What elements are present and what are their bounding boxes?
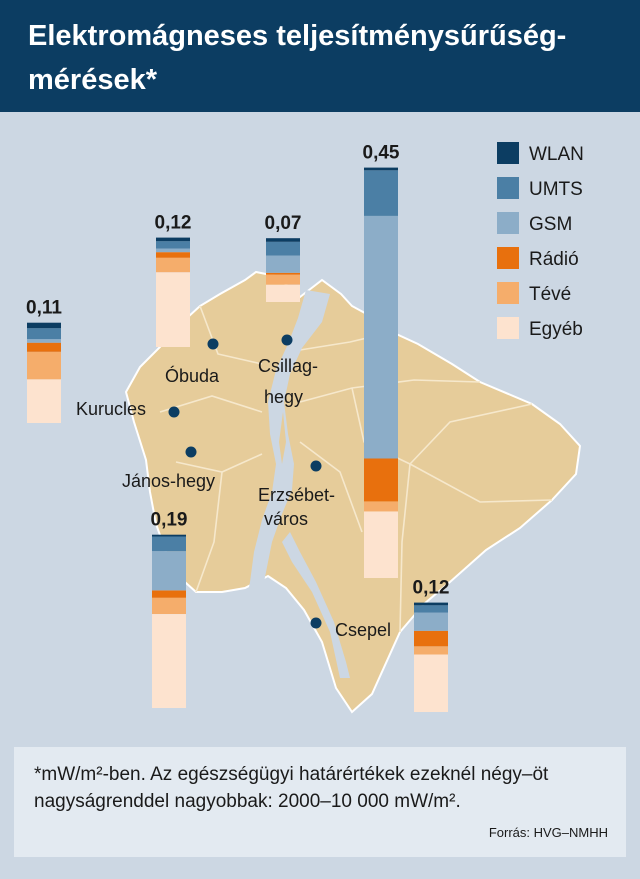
bar-segment-teve bbox=[27, 351, 61, 380]
legend-swatch bbox=[497, 142, 519, 164]
place-label-csillag-hegy: Csillag-hegy bbox=[258, 356, 318, 407]
bar-segment-teve bbox=[156, 257, 190, 273]
header-banner: Elektromágneses teljesítménysűrűség-méré… bbox=[0, 0, 640, 112]
legend-label: WLAN bbox=[529, 144, 584, 165]
bar-segment-radio bbox=[414, 630, 448, 647]
location-dot bbox=[281, 334, 293, 346]
legend-label: Egyéb bbox=[529, 319, 583, 340]
place-label-obuda: Óbuda bbox=[165, 365, 220, 386]
bar-segment-gsm bbox=[152, 551, 186, 591]
legend-swatch bbox=[497, 247, 519, 269]
place-label-janos-hegy: János-hegy bbox=[122, 471, 215, 491]
bar-segment-gsm bbox=[156, 248, 190, 253]
bar-segment-radio bbox=[156, 252, 190, 258]
legend: WLAN UMTS GSM Rádió Tévé Egyéb bbox=[497, 142, 584, 340]
bar-segment-wlan bbox=[156, 237, 190, 242]
bar-segment-umts bbox=[156, 241, 190, 249]
bar-segment-wlan bbox=[266, 238, 300, 242]
bar-kurucles: 0,11 bbox=[26, 298, 62, 423]
bar-segment-teve bbox=[414, 646, 448, 655]
bar-csillaghegy: 0,07 bbox=[265, 213, 302, 302]
bar-segment-umts bbox=[266, 241, 300, 256]
bar-segment-gsm bbox=[364, 215, 398, 459]
legend-item-umts: UMTS bbox=[497, 177, 583, 200]
bar-segment-gsm bbox=[414, 612, 448, 631]
bar-value-label: 0,12 bbox=[413, 578, 450, 599]
margaret-island bbox=[279, 412, 286, 464]
bar-segment-egyeb bbox=[152, 614, 186, 708]
bar-segment-teve bbox=[266, 274, 300, 285]
location-dot bbox=[310, 460, 322, 472]
legend-item-egyeb: Egyéb bbox=[497, 317, 583, 340]
legend-swatch bbox=[497, 212, 519, 234]
legend-swatch bbox=[497, 317, 519, 339]
bar-value-label: 0,11 bbox=[26, 298, 62, 319]
chart-area: Óbuda Csillag-hegy Kurucles János-hegy Erzsé… bbox=[26, 142, 584, 714]
legend-item-gsm: GSM bbox=[497, 212, 572, 235]
chart-title: Elektromágneses teljesítménysűrűség-méré… bbox=[28, 20, 567, 96]
bar-segment-wlan bbox=[27, 322, 61, 329]
bar-segment-egyeb bbox=[266, 284, 300, 302]
bar-value-label: 0,19 bbox=[151, 510, 188, 531]
location-dot bbox=[168, 406, 180, 418]
location-dot bbox=[207, 338, 219, 350]
place-label-csepel: Csepel bbox=[335, 620, 391, 640]
bar-segment-umts bbox=[364, 170, 398, 216]
district-borders bbox=[159, 305, 553, 633]
bar-segment-teve bbox=[364, 501, 398, 512]
bar-segment-radio bbox=[152, 590, 186, 598]
location-dot bbox=[185, 446, 197, 458]
bar-segment-teve bbox=[152, 597, 186, 614]
legend-item-wlan: WLAN bbox=[497, 142, 584, 165]
bar-value-label: 0,12 bbox=[155, 213, 192, 234]
legend-label: GSM bbox=[529, 214, 572, 235]
legend-label: UMTS bbox=[529, 179, 583, 200]
bar-segment-umts bbox=[27, 328, 61, 340]
legend-item-teve: Tévé bbox=[497, 282, 571, 305]
bar-segment-wlan bbox=[414, 602, 448, 606]
danube-river bbox=[244, 290, 330, 612]
location-dots bbox=[168, 334, 322, 629]
legend-swatch bbox=[497, 177, 519, 199]
footnote-text: *mW/m²-ben. Az egészségügyi határértékek… bbox=[34, 764, 549, 812]
stacked-bars: 0,11 0,12 0,07 0,45 0,19 0,12 bbox=[26, 143, 449, 712]
bar-segment-radio bbox=[27, 342, 61, 352]
bar-janos-hegy: 0,19 bbox=[151, 510, 188, 708]
csepel-river-arm bbox=[282, 532, 350, 678]
bar-segment-wlan bbox=[152, 534, 186, 537]
footnote-box: *mW/m²-ben. Az egészségügyi határértékek… bbox=[14, 747, 626, 857]
place-label-erzsebet-varos: Erzsébet-város bbox=[258, 485, 335, 529]
bar-segment-gsm bbox=[266, 255, 300, 273]
bar-erzsebetvaros: 0,45 bbox=[363, 143, 400, 578]
legend-label: Rádió bbox=[529, 249, 579, 270]
bar-segment-radio bbox=[364, 458, 398, 502]
budapest-map bbox=[124, 270, 582, 714]
bar-value-label: 0,07 bbox=[265, 213, 302, 234]
legend-swatch bbox=[497, 282, 519, 304]
source-credit: Forrás: HVG–NMHH bbox=[488, 825, 608, 840]
legend-label: Tévé bbox=[529, 284, 571, 305]
bar-value-label: 0,45 bbox=[363, 143, 400, 164]
legend-item-radio: Rádió bbox=[497, 247, 579, 270]
bar-segment-umts bbox=[152, 536, 186, 552]
bar-segment-gsm bbox=[27, 339, 61, 343]
bar-segment-egyeb bbox=[414, 654, 448, 712]
bar-segment-wlan bbox=[364, 167, 398, 171]
bar-segment-egyeb bbox=[364, 511, 398, 578]
bar-obuda: 0,12 bbox=[155, 213, 192, 347]
location-dot bbox=[310, 617, 322, 629]
bar-csepel: 0,12 bbox=[413, 578, 450, 712]
bar-segment-radio bbox=[266, 272, 300, 275]
bar-segment-umts bbox=[414, 605, 448, 613]
place-label-kurucles: Kurucles bbox=[76, 399, 146, 419]
bar-segment-egyeb bbox=[27, 379, 61, 423]
place-labels: Óbuda Csillag-hegy Kurucles János-hegy Erzsé… bbox=[76, 356, 391, 640]
bar-segment-egyeb bbox=[156, 272, 190, 347]
